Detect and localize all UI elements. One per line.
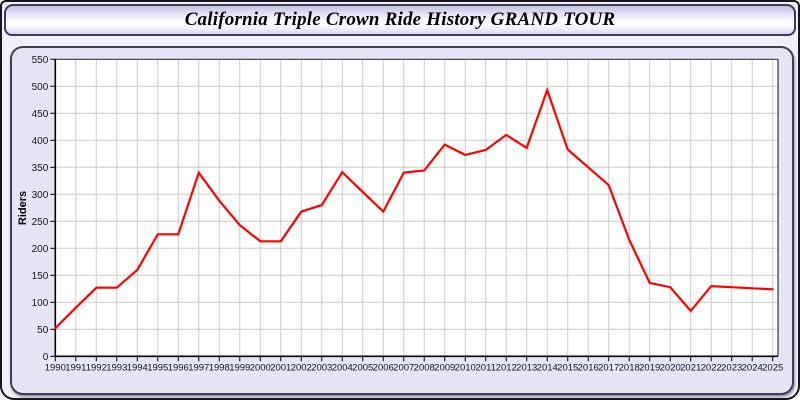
chart-panel — [10, 46, 794, 395]
chart-title: California Triple Crown Ride History GRA… — [184, 9, 616, 30]
title-bar: California Triple Crown Ride History GRA… — [4, 4, 796, 36]
